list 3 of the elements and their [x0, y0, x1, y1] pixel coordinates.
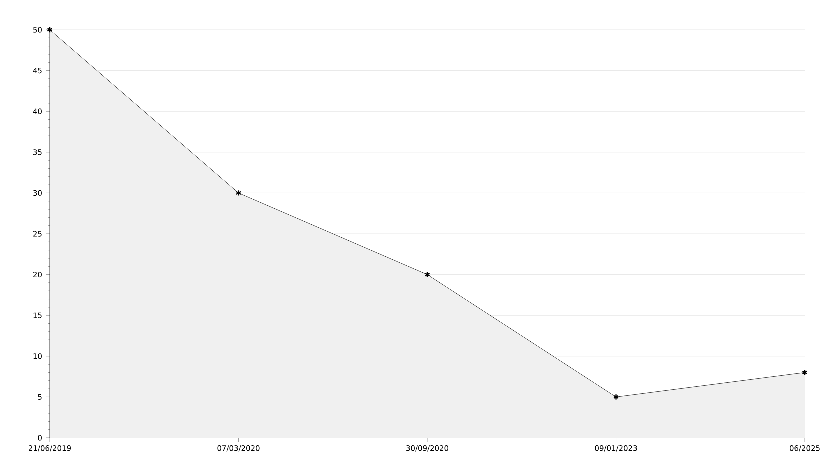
point [424, 272, 430, 278]
point [613, 394, 620, 400]
point [236, 190, 242, 196]
